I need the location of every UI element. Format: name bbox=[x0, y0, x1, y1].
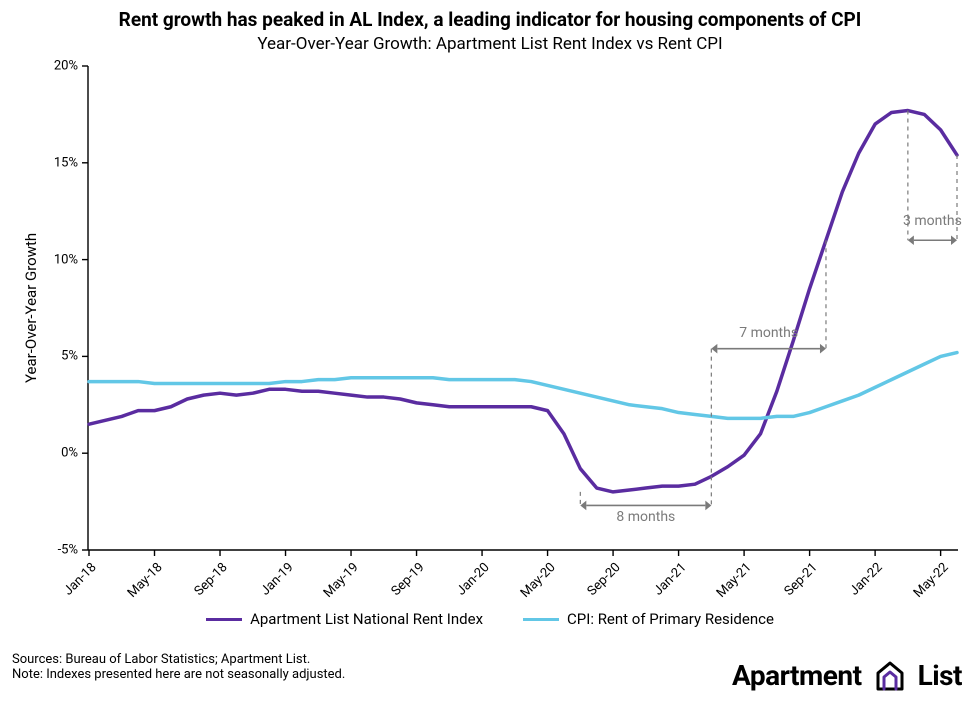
x-tick-label: Jan-18 bbox=[61, 560, 100, 599]
x-tick-label: Jan-19 bbox=[257, 560, 296, 599]
source-line: Sources: Bureau of Labor Statistics; Apa… bbox=[12, 652, 345, 667]
x-tick-label: Sep-19 bbox=[388, 560, 427, 599]
x-tick-label: May-22 bbox=[910, 560, 951, 601]
chart-plot bbox=[88, 66, 958, 550]
legend-label: Apartment List National Rent Index bbox=[250, 610, 483, 628]
legend-label: CPI: Rent of Primary Residence bbox=[567, 610, 774, 628]
x-tick-label: Sep-18 bbox=[192, 560, 231, 599]
y-axis-title: Year-Over-Year Growth bbox=[22, 233, 40, 383]
y-tick-label: 10% bbox=[44, 252, 78, 267]
x-tick-label: May-18 bbox=[124, 560, 165, 601]
logo-text-list: List bbox=[918, 659, 962, 692]
legend-item: CPI: Rent of Primary Residence bbox=[523, 610, 774, 628]
sources-note: Sources: Bureau of Labor Statistics; Apa… bbox=[12, 652, 345, 682]
legend: Apartment List National Rent Index CPI: R… bbox=[0, 610, 980, 628]
x-tick-label: Jan-22 bbox=[847, 560, 886, 599]
x-tick-label: May-19 bbox=[321, 560, 362, 601]
annotation-label: 8 months bbox=[616, 509, 675, 525]
logo-text-apartment: Apartment bbox=[732, 659, 862, 692]
chart-container: Rent growth has peaked in AL Index, a le… bbox=[0, 0, 980, 713]
legend-swatch bbox=[206, 618, 242, 621]
brand-logo: Apartment List bbox=[732, 655, 962, 695]
x-tick-label: Jan-20 bbox=[454, 560, 493, 599]
annotation-label: 3 months bbox=[903, 213, 962, 229]
legend-item: Apartment List National Rent Index bbox=[206, 610, 483, 628]
annotation-label: 7 months bbox=[739, 325, 798, 341]
chart-title: Rent growth has peaked in AL Index, a le… bbox=[0, 8, 980, 31]
y-tick-label: 15% bbox=[44, 155, 78, 170]
logo-icon bbox=[870, 655, 910, 695]
source-line: Note: Indexes presented here are not sea… bbox=[12, 667, 345, 682]
x-tick-label: May-21 bbox=[714, 560, 755, 601]
y-tick-label: 20% bbox=[44, 59, 78, 74]
chart-subtitle: Year-Over-Year Growth: Apartment List Re… bbox=[0, 34, 980, 54]
x-tick-label: May-20 bbox=[517, 560, 558, 601]
x-tick-label: Sep-20 bbox=[585, 560, 624, 599]
legend-swatch bbox=[523, 618, 559, 621]
y-tick-label: 0% bbox=[44, 446, 78, 461]
y-tick-label: 5% bbox=[44, 349, 78, 364]
y-tick-label: -5% bbox=[44, 543, 78, 558]
x-tick-label: Jan-21 bbox=[651, 560, 690, 599]
x-tick-label: Sep-21 bbox=[781, 560, 820, 599]
